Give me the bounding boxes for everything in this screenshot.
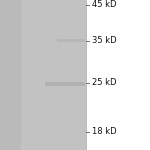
Bar bbox=[0, 0, 86, 150]
Text: 25 kD: 25 kD bbox=[92, 78, 116, 87]
Bar bbox=[57, 39, 85, 42]
Bar bbox=[0, 0, 21, 150]
Text: 45 kD: 45 kD bbox=[92, 0, 116, 9]
Text: 35 kD: 35 kD bbox=[92, 36, 116, 45]
Bar bbox=[45, 82, 85, 86]
Text: 18 kD: 18 kD bbox=[92, 128, 116, 136]
